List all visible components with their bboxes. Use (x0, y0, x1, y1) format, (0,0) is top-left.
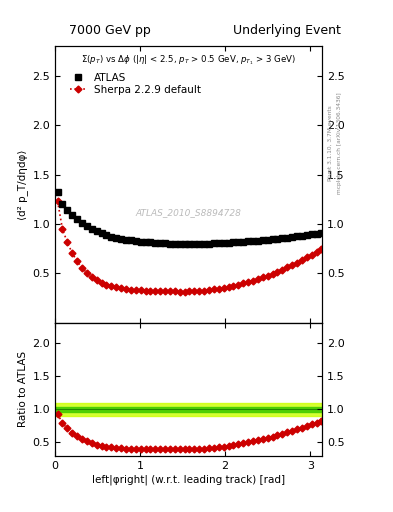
Sherpa 2.2.9 default (84, 270, 89, 276)
Sherpa 2.2.9 default (153, 288, 158, 294)
Y-axis label: ⟨d² p_T/dηdφ⟩: ⟨d² p_T/dηdφ⟩ (17, 150, 28, 220)
Text: Underlying Event: Underlying Event (233, 24, 341, 37)
Text: $\Sigma(p_T)$ vs $\Delta\phi$ ($|\eta|$ < 2.5, $p_T$ > 0.5 GeV, $p_{T_1}$ > 3 Ge: $\Sigma(p_T)$ vs $\Delta\phi$ ($|\eta|$ … (81, 53, 296, 67)
Sherpa 2.2.9 default (295, 260, 299, 266)
ATLAS (104, 232, 109, 238)
ATLAS (84, 223, 89, 229)
Line: ATLAS: ATLAS (55, 189, 325, 247)
ATLAS (153, 240, 158, 246)
Text: mcplots.cern.ch [arXiv:1306.3436]: mcplots.cern.ch [arXiv:1306.3436] (337, 93, 342, 194)
Bar (55, 402, 322, 416)
Y-axis label: Ratio to ATLAS: Ratio to ATLAS (18, 351, 28, 428)
ATLAS (314, 231, 319, 237)
Text: 7000 GeV pp: 7000 GeV pp (69, 24, 151, 37)
ATLAS (187, 241, 192, 247)
ATLAS (295, 233, 299, 240)
X-axis label: left|φright| (w.r.t. leading track) [rad]: left|φright| (w.r.t. leading track) [rad… (92, 475, 285, 485)
Sherpa 2.2.9 default (182, 288, 187, 294)
Text: Rivet 3.1.10, 3.7M events: Rivet 3.1.10, 3.7M events (328, 105, 333, 181)
Sherpa 2.2.9 default (319, 246, 324, 252)
Sherpa 2.2.9 default (314, 249, 319, 255)
Line: Sherpa 2.2.9 default: Sherpa 2.2.9 default (55, 199, 324, 294)
Sherpa 2.2.9 default (55, 198, 60, 204)
Legend: ATLAS, Sherpa 2.2.9 default: ATLAS, Sherpa 2.2.9 default (68, 71, 203, 97)
ATLAS (319, 230, 324, 236)
Bar (55, 407, 322, 412)
Text: ATLAS_2010_S8894728: ATLAS_2010_S8894728 (136, 208, 242, 217)
ATLAS (55, 189, 60, 196)
Sherpa 2.2.9 default (104, 282, 109, 288)
Sherpa 2.2.9 default (119, 285, 123, 291)
ATLAS (119, 236, 123, 242)
